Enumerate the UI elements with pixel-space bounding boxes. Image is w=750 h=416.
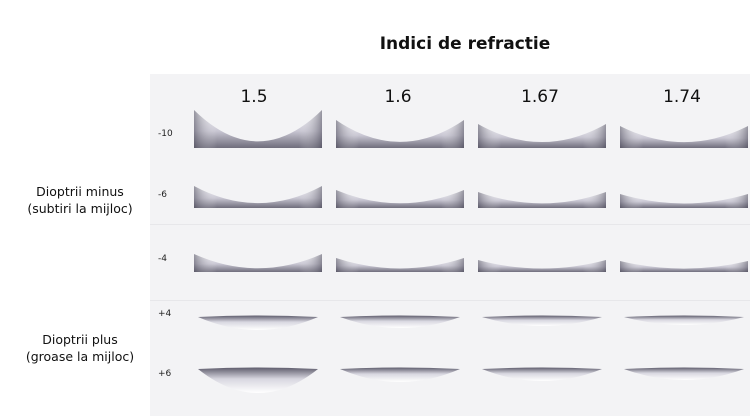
column-header-index: 1.74 (663, 87, 701, 107)
row-label-diopter: +6 (158, 369, 172, 379)
plus-lens-shape (198, 315, 318, 330)
minus-lens-shading (478, 192, 606, 208)
plus-lens-shape (198, 367, 318, 393)
minus-lens-shading (194, 110, 322, 148)
minus-lens-shading (336, 258, 464, 272)
column-header-index: 1.6 (384, 87, 412, 107)
group-label-plus-line1: Dioptrii plus (42, 332, 118, 347)
column-header-index: 1.5 (240, 87, 268, 107)
group-label-minus: Dioptrii minus (subtiri la mijloc) (5, 183, 155, 217)
minus-lens-shading (478, 124, 606, 148)
row-label-diopter: +4 (158, 309, 172, 319)
plus-lens-shape (482, 315, 602, 326)
minus-lens-shading (336, 120, 464, 148)
minus-lens-shading (478, 260, 606, 272)
group-label-plus-line2: (groase la mijloc) (25, 349, 135, 364)
minus-lens-shading (620, 261, 748, 272)
row-label-diopter: -10 (158, 129, 173, 139)
plus-lens-shape (340, 367, 460, 382)
divider (150, 300, 750, 301)
row-label-diopter: -4 (158, 254, 167, 264)
minus-lens-shading (194, 254, 322, 272)
minus-lens-shading (336, 190, 464, 208)
row-label-diopter: -6 (158, 190, 167, 200)
group-label-plus: Dioptrii plus (groase la mijloc) (5, 331, 155, 365)
column-header-index: 1.67 (521, 87, 559, 107)
minus-lens-shading (620, 126, 748, 148)
minus-lens-shading (194, 186, 322, 208)
divider (150, 224, 750, 225)
group-label-minus-line2: (subtiri la mijloc) (27, 201, 133, 216)
chart-title: Indici de refractie (379, 34, 551, 54)
plus-lens-shape (624, 315, 744, 325)
plus-lens-shape (624, 367, 744, 380)
plus-lens-shape (340, 315, 460, 328)
minus-lens-shading (620, 194, 748, 208)
plus-lens-shape (482, 367, 602, 381)
group-label-minus-line1: Dioptrii minus (36, 184, 124, 199)
